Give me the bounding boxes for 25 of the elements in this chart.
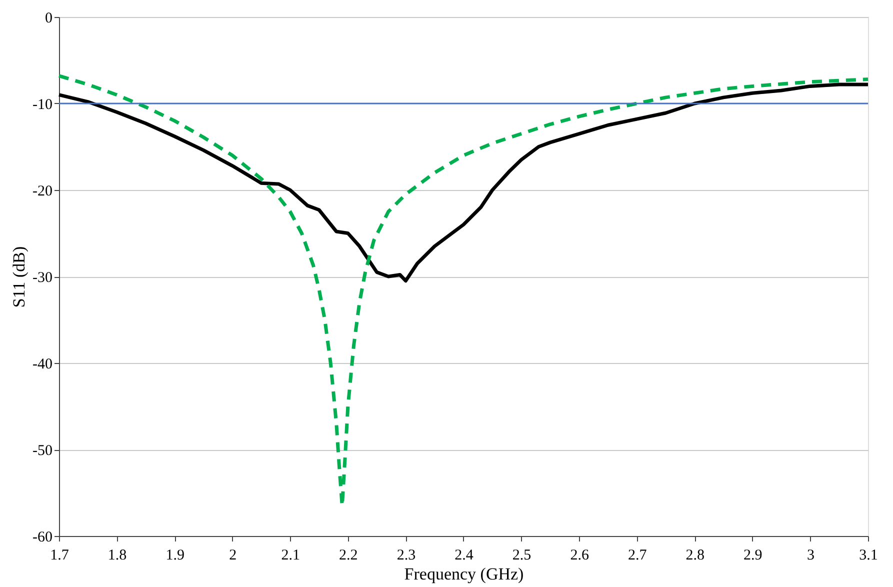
y-tick-label: -60 <box>32 530 52 546</box>
x-tick-label: 2.6 <box>570 548 590 564</box>
x-tick-label: 2.9 <box>744 548 762 564</box>
x-tick-label: 2.8 <box>686 548 705 564</box>
y-tick-label: -50 <box>32 443 52 459</box>
x-tick-label: 2.4 <box>454 548 474 564</box>
x-tick-label: 2.2 <box>339 548 358 564</box>
x-tick-label: 3 <box>806 548 814 564</box>
y-tick-label: -20 <box>32 184 52 200</box>
x-tick-label: 1.9 <box>166 548 184 564</box>
x-tick-label: 3.1 <box>859 548 878 564</box>
y-tick-label: 0 <box>45 10 52 26</box>
x-tick-label: 2 <box>229 548 237 564</box>
x-tick-label: 2.7 <box>628 548 648 564</box>
x-tick-label: 2.1 <box>281 548 300 564</box>
line-series <box>57 82 870 283</box>
y-axis-title: S11 (dB) <box>10 246 29 308</box>
y-tick-label: -10 <box>32 97 52 113</box>
y-tick-label: -30 <box>32 270 52 286</box>
x-axis-title: Frequency (GHz) <box>404 564 524 584</box>
y-tick-label: -40 <box>32 356 52 372</box>
x-tick-label: 2.5 <box>512 548 532 564</box>
x-tick-label: 1.8 <box>108 548 127 564</box>
x-tick-label: 1.7 <box>50 548 70 564</box>
x-tick-label: 2.3 <box>396 548 416 564</box>
